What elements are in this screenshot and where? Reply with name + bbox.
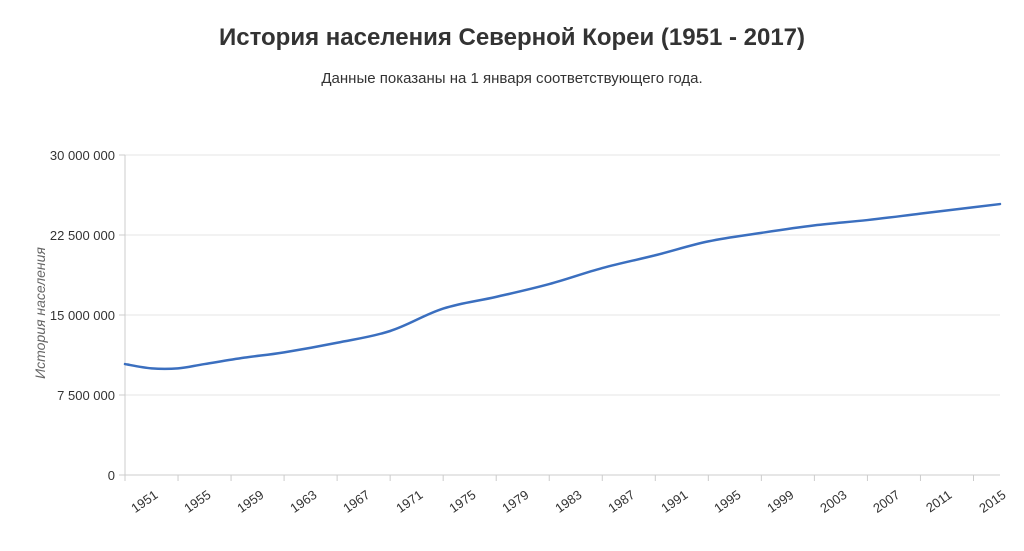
- y-tick-label: 30 000 000: [25, 148, 115, 163]
- y-tick-label: 22 500 000: [25, 228, 115, 243]
- y-tick-label: 15 000 000: [25, 308, 115, 323]
- y-tick-label: 7 500 000: [25, 388, 115, 403]
- chart-container: История населения Северной Кореи (1951 -…: [0, 0, 1024, 551]
- y-tick-label: 0: [25, 468, 115, 483]
- chart-svg: [0, 0, 1024, 551]
